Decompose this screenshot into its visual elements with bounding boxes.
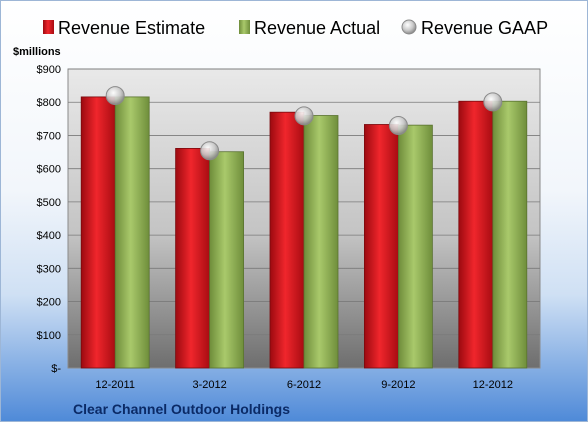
y-axis-ticks: $- $100 $200 $300 $400 $500 $600 $700 $800 $900 [37,64,62,375]
y-tick-label: $- [51,363,61,375]
legend-swatch-revenue-gaap [401,19,417,35]
marker-revenue-gaap [105,86,125,106]
legend-swatch-revenue-actual [239,20,250,34]
x-axis-ticks: 12-2011 3-2012 6-2012 9-2012 12-2012 [95,379,513,391]
x-tick-label: 6-2012 [287,379,321,391]
bar-revenue-estimate [175,148,211,369]
bar-revenue-estimate [363,124,399,369]
bar-revenue-estimate [458,100,494,369]
legend-label-revenue-actual: Revenue Actual [254,18,380,38]
x-tick-label: 9-2012 [381,379,415,391]
bar-revenue-estimate [269,111,305,369]
y-tick-label: $400 [37,230,61,242]
bar-revenue-actual [114,96,150,369]
x-tick-label: 12-2012 [473,379,513,391]
y-axis-unit-label: $millions [13,46,61,58]
legend-label-revenue-estimate: Revenue Estimate [58,18,205,38]
y-tick-label: $800 [37,97,61,109]
y-tick-label: $600 [37,164,61,176]
bar-revenue-actual [492,100,528,369]
bar-revenue-actual [303,115,339,369]
bar-revenue-actual [397,124,433,369]
legend-swatch-revenue-estimate [43,20,54,34]
marker-revenue-gaap [483,92,503,112]
bar-revenue-estimate [80,96,116,369]
legend-label-revenue-gaap: Revenue GAAP [421,18,548,38]
y-tick-label: $900 [37,64,61,76]
bars [80,96,528,369]
marker-revenue-gaap [200,141,220,161]
legend: Revenue Estimate Revenue Actual Revenue … [43,18,548,38]
y-tick-label: $300 [37,263,61,275]
marker-revenue-gaap [294,106,314,126]
bar-revenue-actual [209,151,245,369]
y-tick-label: $500 [37,197,61,209]
y-tick-label: $200 [37,297,61,309]
x-tick-label: 12-2011 [95,379,135,391]
y-tick-label: $100 [37,330,61,342]
gaap-markers [105,86,503,161]
chart-title: Clear Channel Outdoor Holdings [73,401,290,417]
y-tick-label: $700 [37,130,61,142]
marker-revenue-gaap [388,115,408,135]
x-tick-label: 3-2012 [192,379,226,391]
